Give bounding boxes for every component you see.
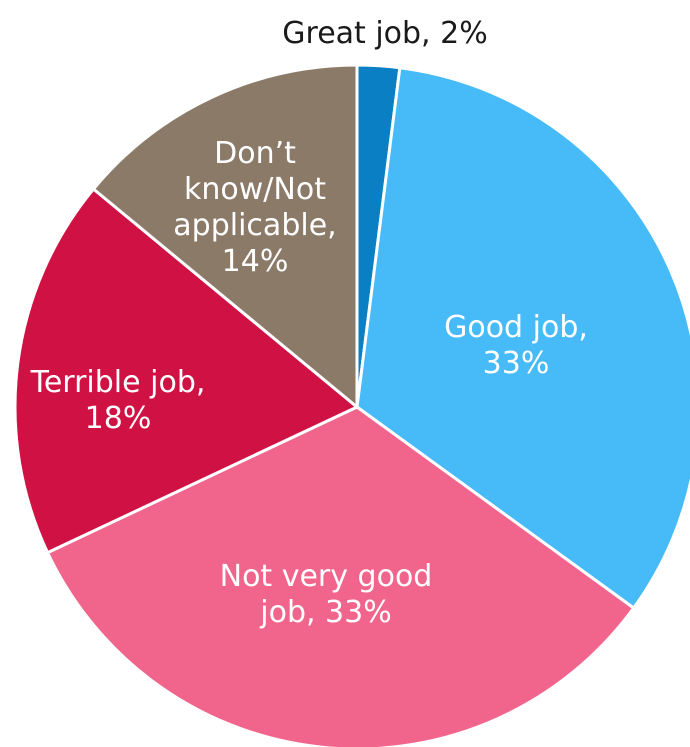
pie-slices <box>13 63 690 747</box>
pie-label-good-job: Good job, 33% <box>444 310 588 381</box>
pie-slice-not-very-good-job <box>46 405 636 747</box>
pie-slice-don-t-know-not-applicable <box>91 63 359 409</box>
pie-label-terrible-job: Terrible job, 18% <box>30 365 206 436</box>
pie-label-great-job: Great job, 2% <box>282 16 487 51</box>
pie-slice-good-job <box>355 66 690 610</box>
pie-slice-terrible-job <box>13 187 359 555</box>
pie-label-not-very-good-job: Not very good job, 33% <box>220 559 433 630</box>
pie-labels: Great job, 2% Good job, 33% Not very good jo… <box>30 16 588 630</box>
pie-label-don-t-know-not-applicable: Don’t know/Not applicable, 14% <box>173 136 336 279</box>
